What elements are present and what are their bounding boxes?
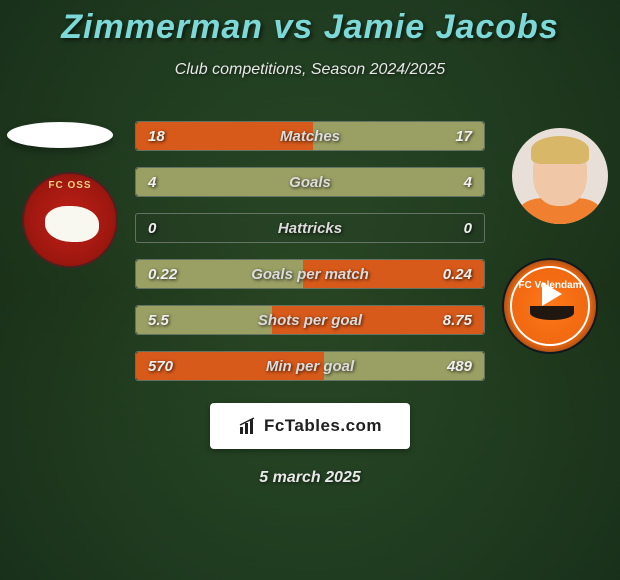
stat-label: Min per goal <box>266 358 354 375</box>
stat-label: Hattricks <box>278 220 342 237</box>
stat-row: 4 Goals 4 <box>135 167 485 197</box>
stat-label: Shots per goal <box>258 312 362 329</box>
stat-value-right: 4 <box>464 174 472 191</box>
stat-value-left: 0 <box>148 220 156 237</box>
stat-value-right: 17 <box>455 128 472 145</box>
club-badge-left <box>22 172 118 268</box>
player-right-photo <box>512 128 608 224</box>
club-badge-right: FC Volendam <box>502 258 598 354</box>
stat-row: 18 Matches 17 <box>135 121 485 151</box>
stat-label: Goals per match <box>251 266 369 283</box>
stat-value-right: 0.24 <box>443 266 472 283</box>
branding-badge: FcTables.com <box>210 403 410 449</box>
stat-value-right: 0 <box>464 220 472 237</box>
stat-row: 5.5 Shots per goal 8.75 <box>135 305 485 335</box>
stat-fill-right <box>310 168 484 196</box>
stat-value-left: 570 <box>148 358 173 375</box>
stat-label: Goals <box>289 174 331 191</box>
stat-label: Matches <box>280 128 340 145</box>
stat-value-left: 5.5 <box>148 312 169 329</box>
branding-icon <box>238 416 258 436</box>
player-left-placeholder <box>7 122 113 148</box>
stats-block: 18 Matches 17 4 Goals 4 0 Hattricks 0 0.22 Goals p… <box>135 121 485 381</box>
stat-row: 570 Min per goal 489 <box>135 351 485 381</box>
stat-fill-left <box>136 168 310 196</box>
stat-value-right: 8.75 <box>443 312 472 329</box>
footer-date: 5 march 2025 <box>0 469 620 487</box>
stat-value-left: 4 <box>148 174 156 191</box>
stat-row: 0.22 Goals per match 0.24 <box>135 259 485 289</box>
stat-value-right: 489 <box>447 358 472 375</box>
stat-value-left: 18 <box>148 128 165 145</box>
page-subtitle: Club competitions, Season 2024/2025 <box>0 61 620 79</box>
stat-value-left: 0.22 <box>148 266 177 283</box>
branding-text: FcTables.com <box>264 416 382 436</box>
stat-row: 0 Hattricks 0 <box>135 213 485 243</box>
page-title: Zimmerman vs Jamie Jacobs <box>0 0 620 47</box>
